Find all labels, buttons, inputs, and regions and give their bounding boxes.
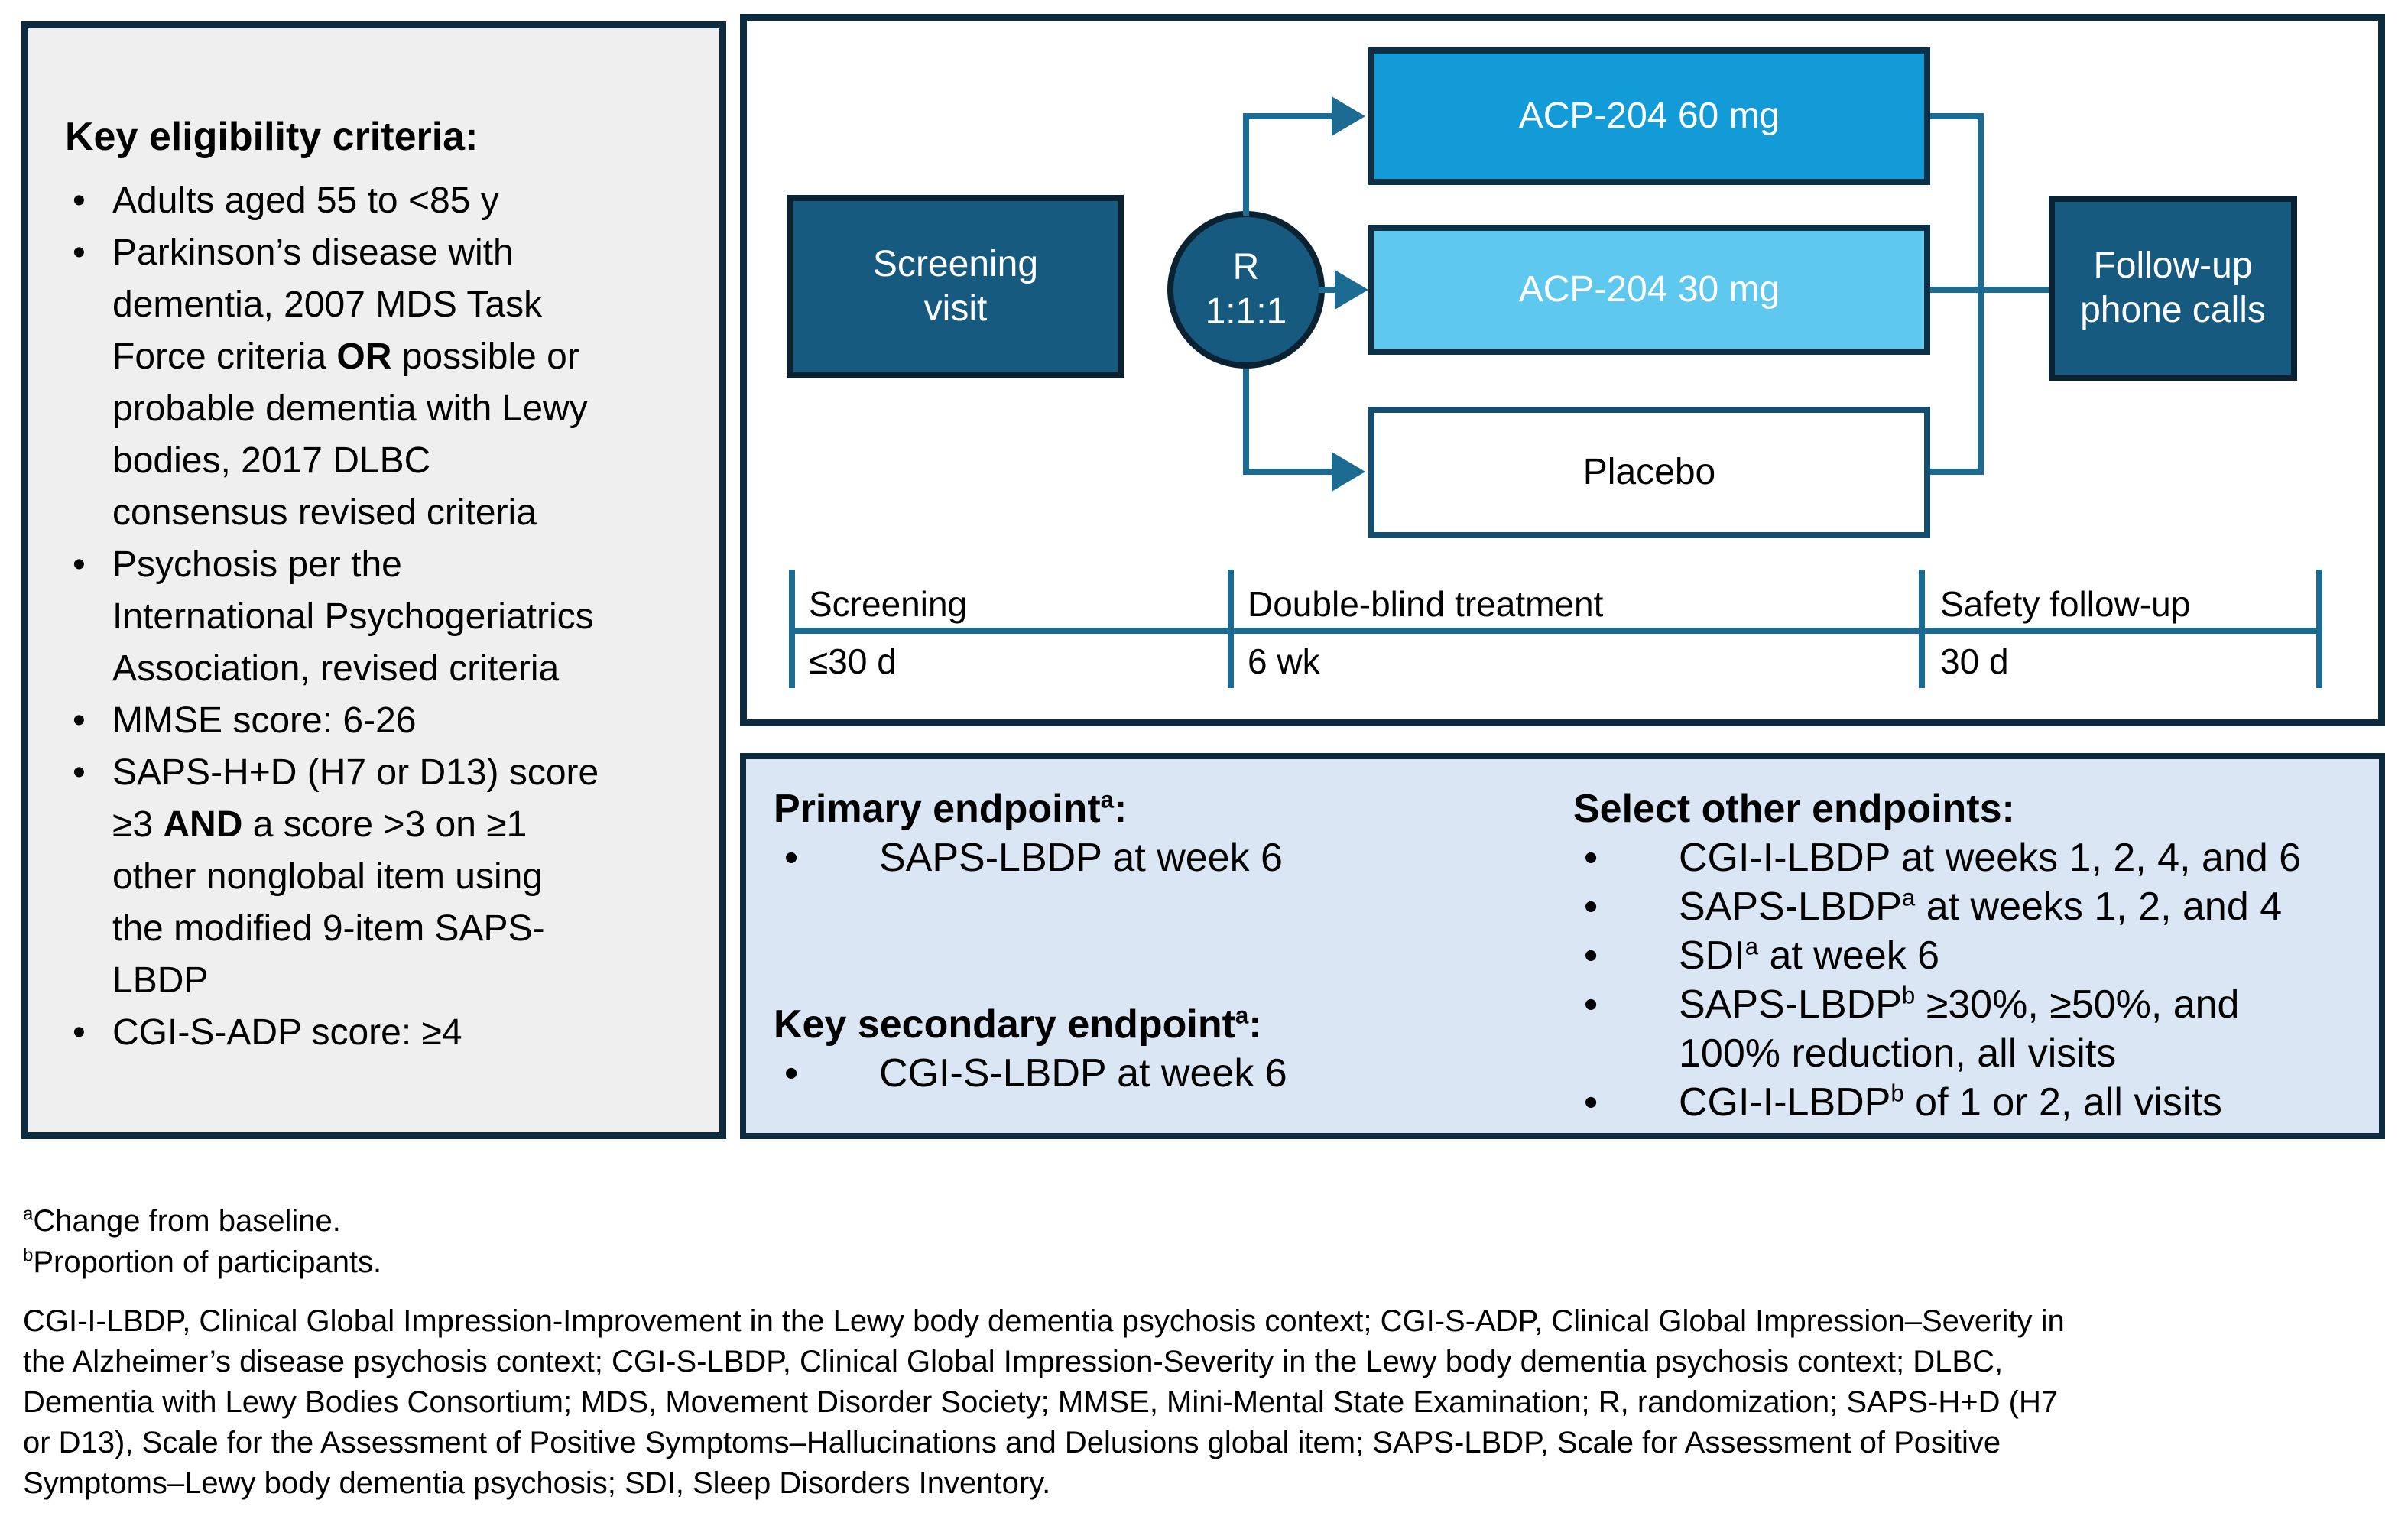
phase-label: Safety follow-up [1940,584,2191,624]
primary-endpoint-title: Primary endpointa: [774,786,1128,831]
followup-phone-calls-box: Follow-up phone calls [2049,196,2297,381]
list-item: MMSE score: 6-26 [65,695,696,747]
connector-up-vertical [1243,113,1249,216]
study-flow-panel: Screening visit R 1:1:1 ACP-204 60 mg ACP… [740,14,2385,726]
phase-label: Double-blind treatment [1248,584,1604,624]
list-item: SAPS-H+D (H7 or D13) score≥3 AND a score… [65,747,696,1007]
select-other-endpoints-title: Select other endpoints: [1573,787,2015,831]
randomization-symbol: R [1232,247,1260,287]
phase-label: Screening [809,584,968,624]
endpoints-right-column: Select other endpoints: CGI-I-LBDP at we… [1573,784,2368,1127]
phase-duration: ≤30 d [809,641,897,681]
key-secondary-endpoint-title: Key secondary endpointa: [774,1002,1262,1047]
connector-down-vertical [1243,369,1249,475]
phase-duration: 6 wk [1248,641,1320,681]
list-item: SAPS-LBDP at week 6 [774,833,1546,882]
phase-duration: 30 d [1940,641,2009,681]
eligibility-list: Adults aged 55 to <85 yParkinson’s disea… [65,175,696,1059]
arm-acp204-60mg-box: ACP-204 60 mg [1368,47,1930,185]
arm-acp204-30mg-box: ACP-204 30 mg [1368,225,1930,355]
randomization-circle: R 1:1:1 [1167,211,1325,369]
connector-60mg-out [1930,113,1984,119]
arrow-to-30mg-icon [1335,270,1368,310]
randomization-ratio: 1:1:1 [1205,291,1287,332]
endpoints-panel: Primary endpointa: SAPS-LBDP at week 6 K… [740,753,2385,1139]
arrow-to-60mg-icon [1332,96,1365,136]
connector-mid-horizontal [1319,287,1337,293]
list-item: Adults aged 55 to <85 y [65,175,696,227]
screening-visit-box: Screening visit [787,195,1124,378]
primary-endpoint-list: SAPS-LBDP at week 6 [774,833,1546,882]
footnote-a: aChange from baseline. [23,1203,341,1238]
connector-right-vertical [1978,113,1984,475]
eligibility-title: Key eligibility criteria: [65,115,479,159]
endpoints-left-column: Primary endpointa: SAPS-LBDP at week 6 K… [774,784,1546,1098]
arrow-to-placebo-icon [1332,452,1365,492]
connector-down-horizontal [1243,469,1333,475]
abbreviations-paragraph: CGI-I-LBDP, Clinical Global Impression-I… [23,1304,2065,1500]
footnote-b: bProportion of participants. [23,1245,382,1279]
timeline-axis [789,628,2322,634]
list-item: SDIa at week 6 [1573,931,2368,980]
eligibility-panel: Key eligibility criteria: Adults aged 55… [21,21,726,1139]
footnotes: aChange from baseline. bProportion of pa… [23,1200,381,1283]
list-item: CGI-S-ADP score: ≥4 [65,1007,696,1059]
list-item: CGI-I-LBDPb of 1 or 2, all visits [1573,1078,2368,1127]
list-item: CGI-S-LBDP at week 6 [774,1049,1546,1098]
connector-up-horizontal [1243,113,1333,119]
connector-to-followup [1930,287,2049,293]
arm-placebo-box: Placebo [1368,407,1930,538]
key-secondary-endpoint-list: CGI-S-LBDP at week 6 [774,1049,1546,1098]
list-item: SAPS-LBDPa at weeks 1, 2, and 4 [1573,882,2368,931]
connector-placebo-out [1930,469,1984,475]
select-other-endpoints-list: CGI-I-LBDP at weeks 1, 2, 4, and 6SAPS-L… [1573,833,2368,1127]
list-item: CGI-I-LBDP at weeks 1, 2, 4, and 6 [1573,833,2368,882]
